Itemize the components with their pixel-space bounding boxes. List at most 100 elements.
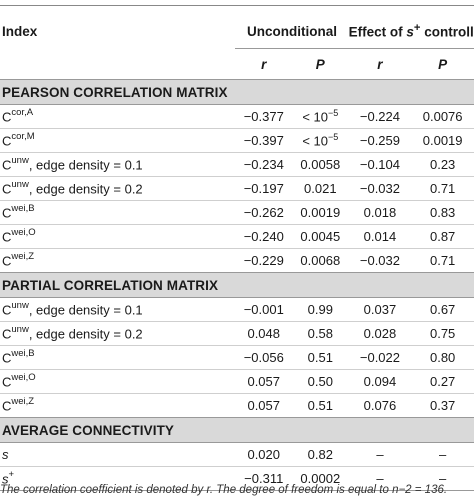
p-controlled: 0.83 (411, 200, 474, 225)
index-cell: Cwei,B (0, 200, 236, 225)
p-controlled: – (411, 442, 474, 467)
p-value: 0.0019 (300, 205, 341, 220)
index-sup: unw (11, 300, 29, 312)
index-suffix: , edge density = 0.1 (28, 302, 143, 318)
r-controlled: −0.032 (348, 176, 412, 201)
table-row: Cunw, edge density = 0.1 −0.001 0.99 0.037 0… (0, 297, 474, 322)
p-unconditional: 0.51 (292, 345, 349, 370)
index-cell: Cwei,O (0, 224, 236, 249)
index-sup: + (8, 469, 15, 481)
p-value: 0.51 (307, 398, 333, 413)
r-controlled: 0.014 (348, 224, 412, 249)
p-unconditional: 0.0019 (292, 200, 349, 225)
r-controlled: 0.018 (348, 200, 412, 225)
r-controlled: −0.259 (348, 128, 412, 153)
r-unconditional: −0.001 (235, 297, 293, 322)
p-controlled: 0.0019 (411, 128, 474, 153)
p-value: 0.0002 (300, 471, 341, 486)
index-base: C (2, 229, 12, 245)
p-controlled: 0.75 (411, 321, 474, 346)
table-row: Cwei,O −0.240 0.0045 0.014 0.87 (0, 224, 474, 249)
index-sup: cor,M (11, 131, 35, 143)
index-suffix: , edge density = 0.2 (28, 181, 143, 197)
index-base: C (2, 133, 12, 149)
r-unconditional: −0.056 (235, 345, 293, 370)
p-controlled: 0.71 (411, 248, 474, 273)
p-controlled: 0.67 (411, 297, 474, 322)
p-value: 0.58 (307, 326, 333, 341)
index-cell: Cwei,Z (0, 393, 236, 418)
index-cell: Cwei,Z (0, 248, 236, 273)
p-unconditional: 0.0068 (292, 248, 349, 273)
index-base: C (2, 374, 12, 390)
index-base: C (2, 109, 12, 125)
index-cell: Ccor,A (0, 104, 236, 129)
table-row: s 0.020 0.82– – (0, 442, 474, 467)
index-header: Index (2, 23, 38, 39)
index-base: C (2, 398, 12, 414)
index-suffix: , edge density = 0.2 (28, 326, 143, 342)
table-row: Cwei,Z −0.229 0.0068 −0.032 0.71 (0, 248, 474, 273)
index-base: C (2, 181, 12, 197)
footnote: The correlation coefficient is denoted b… (0, 484, 448, 496)
p-controlled: 0.0076 (411, 104, 474, 129)
index-base: C (2, 205, 12, 221)
index-base: s (2, 471, 9, 487)
r-unconditional: 0.057 (235, 393, 293, 418)
p-value: < 10 (302, 133, 329, 149)
r-controlled: −0.032 (348, 248, 412, 273)
unconditional-header: Unconditional (235, 14, 349, 49)
p-value: 0.0045 (300, 229, 341, 244)
p-unconditional: 0.0045 (292, 224, 349, 249)
r-unconditional: −0.262 (235, 200, 293, 225)
col-p-controlled: P (438, 56, 448, 72)
r-controlled: −0.104 (348, 152, 412, 177)
index-cell: s (0, 442, 236, 467)
p-controlled: 0.87 (411, 224, 474, 249)
section-title: PEARSON CORRELATION MATRIX (0, 79, 474, 105)
top-rule (0, 5, 474, 6)
r-controlled: 0.094 (348, 369, 412, 394)
cropped-caption-remnant (0, 0, 474, 6)
p-unconditional: 0.51 (292, 393, 349, 418)
table-row: Cwei,B −0.262 0.0019 0.018 0.83 (0, 200, 474, 225)
table-row: Cwei,O 0.057 0.50 0.094 0.27 (0, 369, 474, 394)
index-cell: Cunw, edge density = 0.1 (0, 152, 236, 177)
p-controlled: 0.37 (411, 393, 474, 418)
col-r-unconditional: r (261, 56, 267, 72)
index-base: C (2, 326, 12, 342)
p-value: 0.82 (307, 447, 333, 462)
table-row: Cunw, edge density = 0.2 0.048 0.58 0.028 0.… (0, 321, 474, 346)
section-header: PEARSON CORRELATION MATRIX (0, 79, 474, 105)
index-sup: unw (11, 155, 29, 167)
r-unconditional: −0.377 (235, 104, 293, 129)
table-row: Cwei,B −0.056 0.51 −0.022 0.80 (0, 345, 474, 370)
p-unconditional: 0.99 (292, 297, 349, 322)
r-unconditional: −0.229 (235, 248, 293, 273)
controlled-header: Effect of s+ controlled (348, 14, 474, 49)
index-sup: wei,O (11, 227, 36, 239)
col-p-unconditional: P (315, 56, 325, 72)
section-title: PARTIAL CORRELATION MATRIX (0, 272, 474, 298)
table-row: Ccor,A −0.377 < 10−5 −0.224 0.0076 (0, 104, 474, 129)
r-controlled: 0.076 (348, 393, 412, 418)
section-header: AVERAGE CONNECTIVITY (0, 417, 474, 443)
index-base: C (2, 350, 12, 366)
index-suffix: , edge density = 0.1 (28, 157, 143, 173)
index-base: C (2, 253, 12, 269)
index-sup: wei,Z (11, 396, 35, 408)
p-value: 0.0068 (300, 253, 341, 268)
r-controlled: – (348, 442, 412, 467)
r-unconditional: 0.057 (235, 369, 293, 394)
p-controlled: 0.27 (411, 369, 474, 394)
index-sup: cor,A (11, 107, 34, 119)
table-row: Ccor,M −0.397 < 10−5 −0.259 0.0019 (0, 128, 474, 153)
header-row-1: Index Unconditional Effect of s+ control… (0, 14, 474, 49)
p-controlled: 0.23 (411, 152, 474, 177)
index-cell: Ccor,M (0, 128, 236, 153)
r-unconditional: −0.397 (235, 128, 293, 153)
index-sup: wei,O (11, 372, 36, 384)
r-controlled: – (348, 466, 412, 491)
index-base: C (2, 302, 12, 318)
p-exponent: −5 (328, 108, 339, 119)
